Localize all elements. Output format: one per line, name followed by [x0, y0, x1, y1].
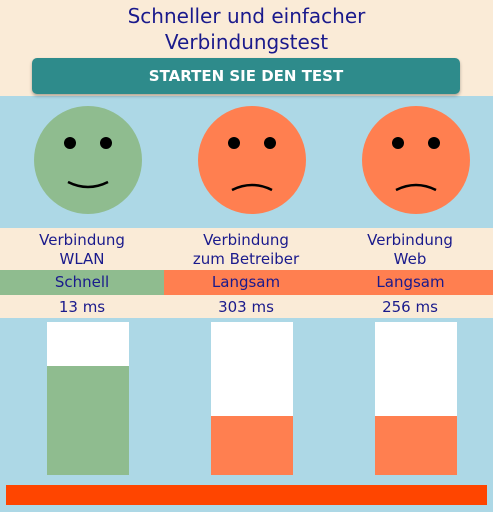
latency-value: 13 ms — [58, 298, 106, 316]
status-label: Schnell — [0, 270, 164, 295]
face-sad — [198, 106, 306, 214]
bar-fill — [375, 416, 457, 475]
faces — [34, 106, 470, 214]
bars — [6, 322, 487, 505]
latency-value: 256 ms — [382, 298, 438, 316]
status-label: Langsam — [328, 270, 493, 295]
bottom-bar — [6, 485, 487, 505]
face-happy — [34, 106, 142, 214]
bar-fill — [211, 416, 293, 475]
column-label: Verbindung — [367, 231, 453, 249]
face-sad — [362, 106, 470, 214]
column-label: zum Betreiber — [192, 250, 300, 268]
column-label: Verbindung — [203, 231, 289, 249]
latency-background — [0, 295, 493, 318]
column-label: Verbindung — [39, 231, 125, 249]
label-background — [0, 228, 493, 270]
title-line: Verbindungstest — [164, 30, 329, 54]
column-label: Web — [393, 250, 427, 268]
bar-fill — [47, 366, 129, 475]
title-line: Schneller und einfacher — [127, 4, 366, 28]
status-label: Langsam — [164, 270, 328, 295]
column-label: WLAN — [59, 250, 105, 268]
latency-value: 303 ms — [218, 298, 274, 316]
start-button[interactable]: STARTEN SIE DEN TEST — [32, 58, 460, 94]
